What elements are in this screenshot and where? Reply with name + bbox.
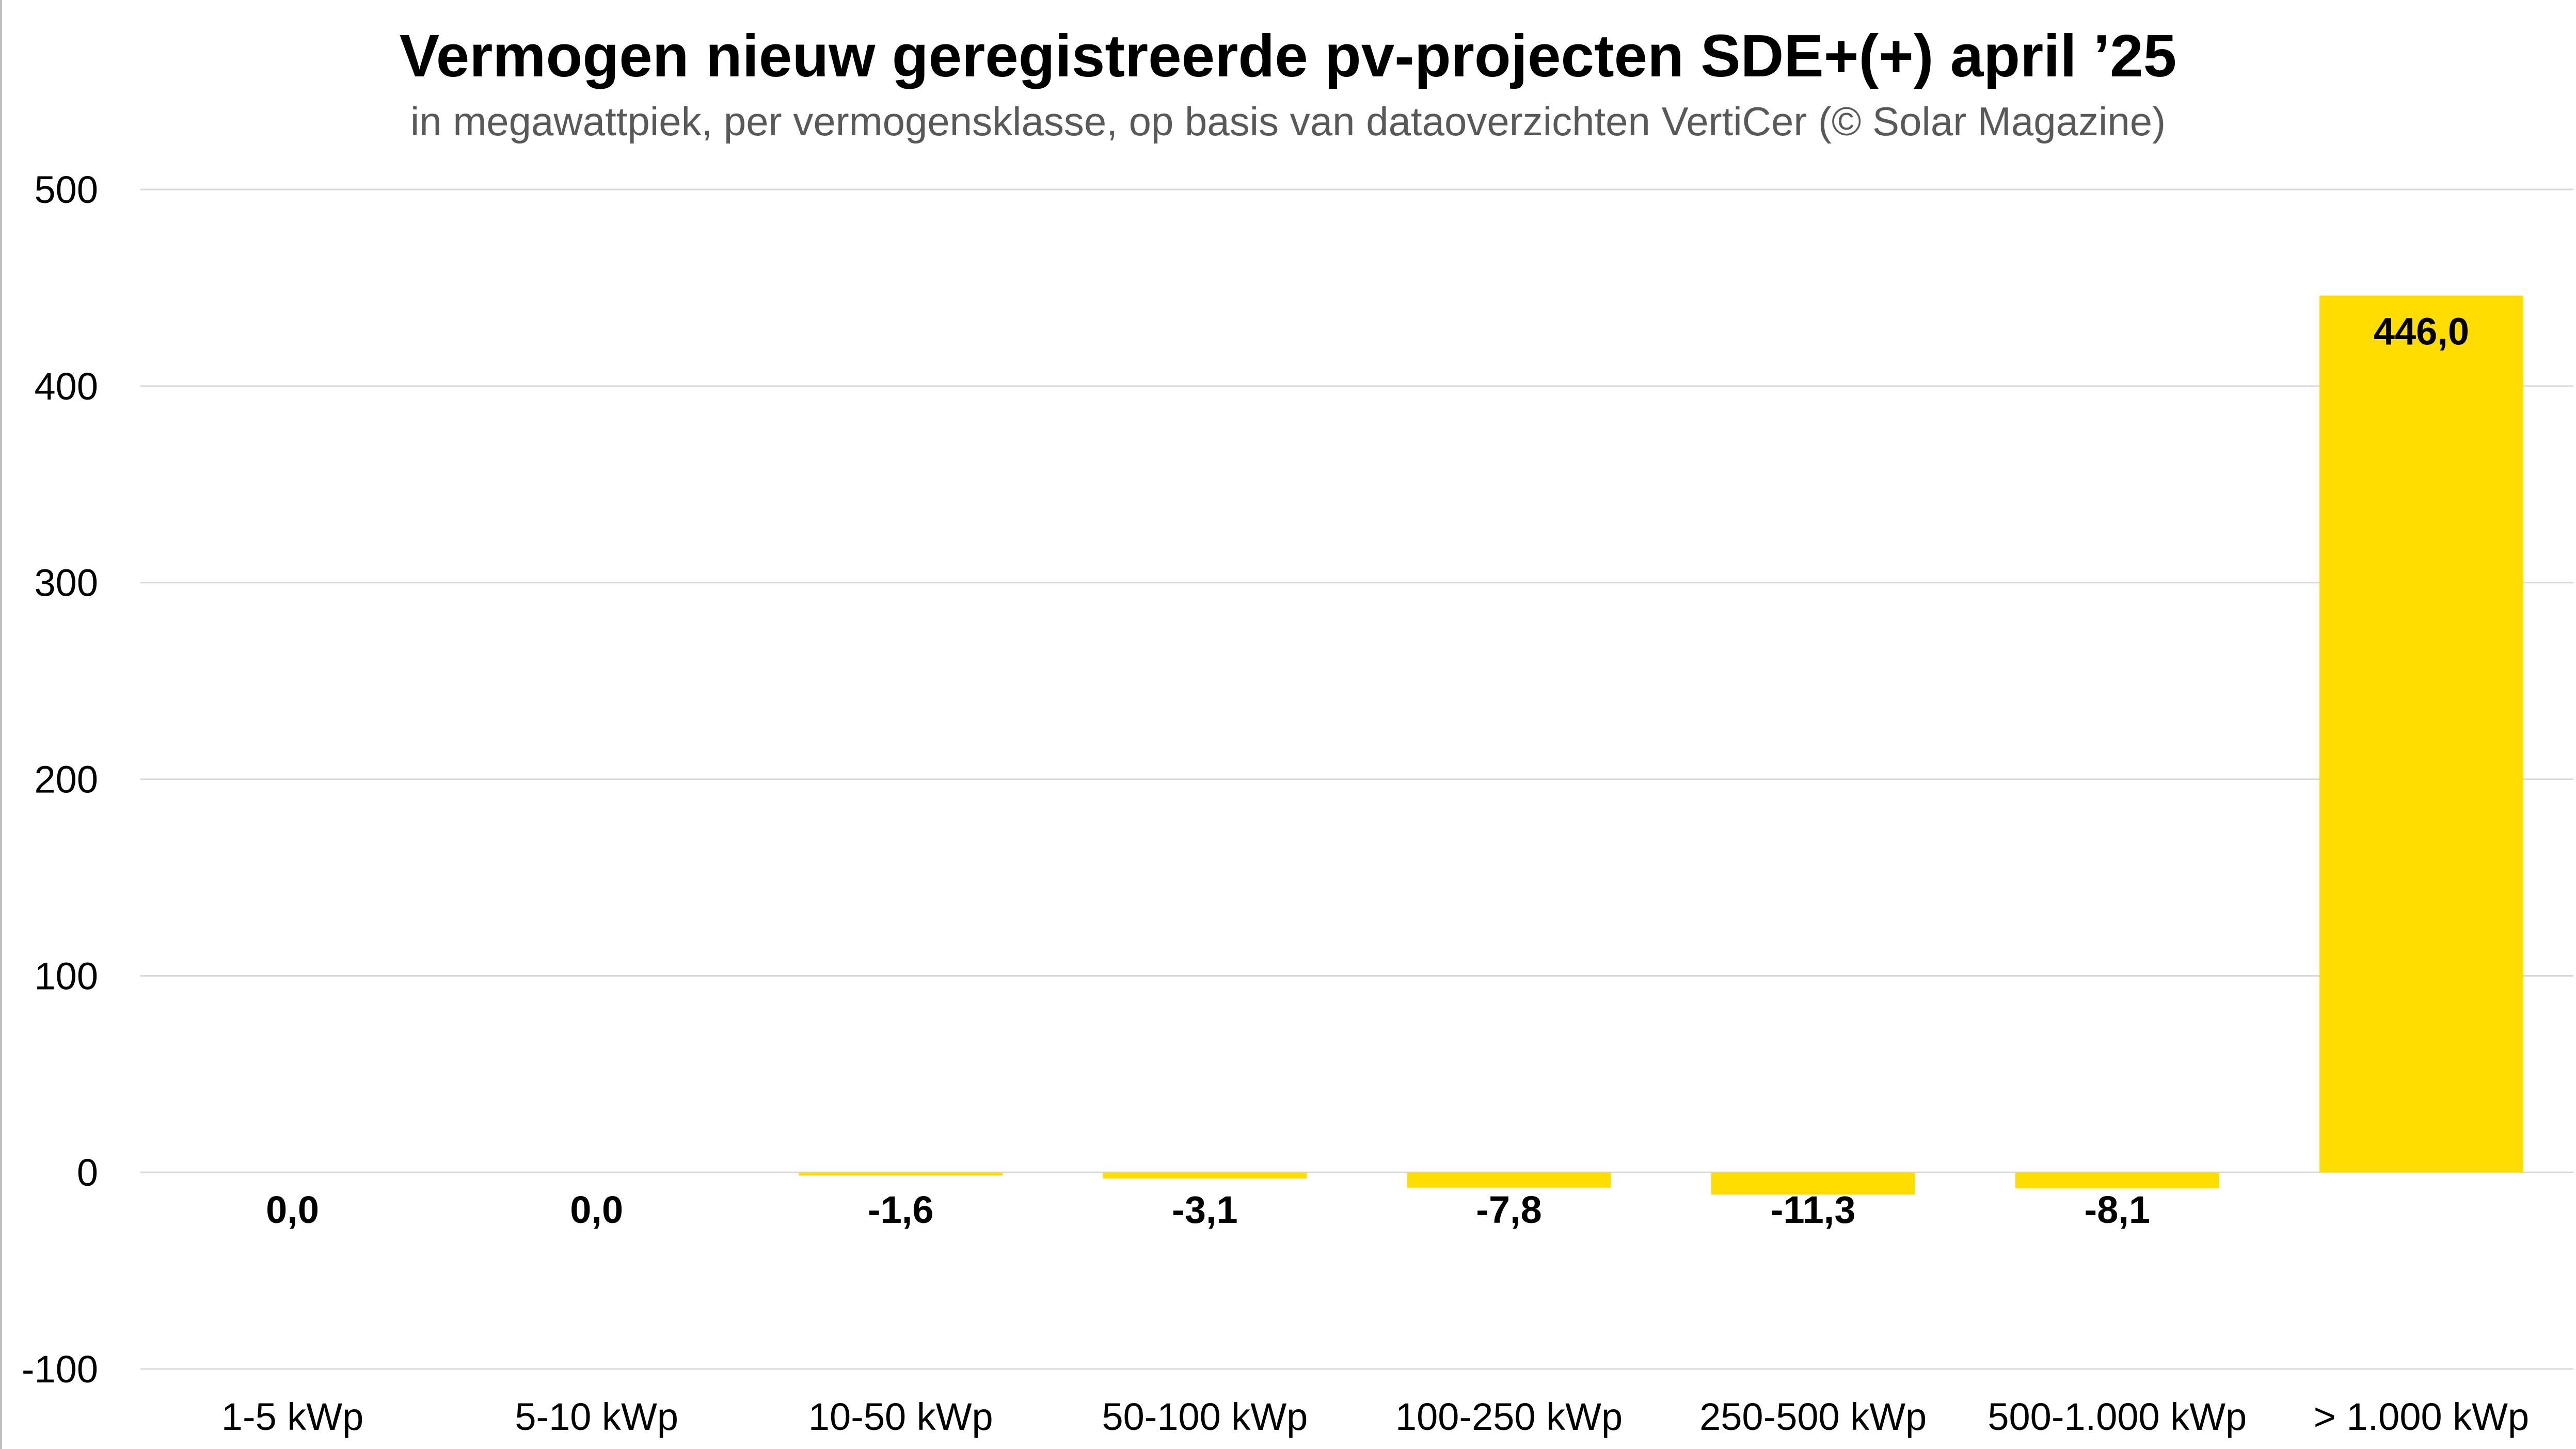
y-tick-label: -100 — [22, 1348, 98, 1391]
x-tick-label: 500-1.000 kWp — [1987, 1395, 2247, 1438]
x-tick-label: 10-50 kWp — [808, 1395, 993, 1438]
bar — [2319, 295, 2523, 1173]
data-label: 0,0 — [570, 1188, 623, 1231]
chart-title: Vermogen nieuw geregistreerde pv-project… — [400, 22, 2176, 89]
bar — [1407, 1172, 1611, 1188]
bars — [799, 295, 2523, 1195]
data-labels: 0,0 0,0 -1,6 -3,1 -7,8 -11,3 -8,1 446,0 — [266, 310, 2469, 1232]
data-label: 0,0 — [266, 1188, 319, 1231]
x-tick-label: 50-100 kWp — [1102, 1395, 1308, 1438]
x-tick-label: 250-500 kWp — [1699, 1395, 1927, 1438]
y-tick-label: 500 — [35, 168, 98, 211]
x-tick-label: 1-5 kWp — [221, 1395, 364, 1438]
y-tick-label: 0 — [77, 1151, 98, 1194]
bar — [2015, 1172, 2219, 1189]
data-label: -11,3 — [1771, 1188, 1856, 1231]
x-axis: 1-5 kWp 5-10 kWp 10-50 kWp 50-100 kWp 100-25… — [221, 1395, 2529, 1438]
x-tick-label: > 1.000 kWp — [2314, 1395, 2530, 1438]
x-tick-label: 100-250 kWp — [1395, 1395, 1623, 1438]
y-tick-label: 300 — [35, 562, 98, 604]
y-axis: 500 400 300 200 100 0 -100 — [22, 168, 98, 1391]
bar — [1103, 1172, 1307, 1179]
data-label: -7,8 — [1476, 1188, 1542, 1231]
y-tick-label: 100 — [35, 954, 98, 997]
bar — [799, 1172, 1003, 1176]
y-tick-label: 400 — [35, 365, 98, 408]
data-label: -3,1 — [1172, 1188, 1238, 1231]
chart-subtitle: in megawattpiek, per vermogensklasse, op… — [410, 99, 2166, 144]
data-label: 446,0 — [2374, 310, 2469, 353]
x-tick-label: 5-10 kWp — [515, 1395, 678, 1438]
gridlines — [140, 188, 2573, 1370]
y-tick-label: 200 — [35, 758, 98, 801]
data-label: -8,1 — [2085, 1188, 2151, 1231]
bar — [1711, 1172, 1915, 1195]
data-label: -1,6 — [868, 1188, 934, 1231]
